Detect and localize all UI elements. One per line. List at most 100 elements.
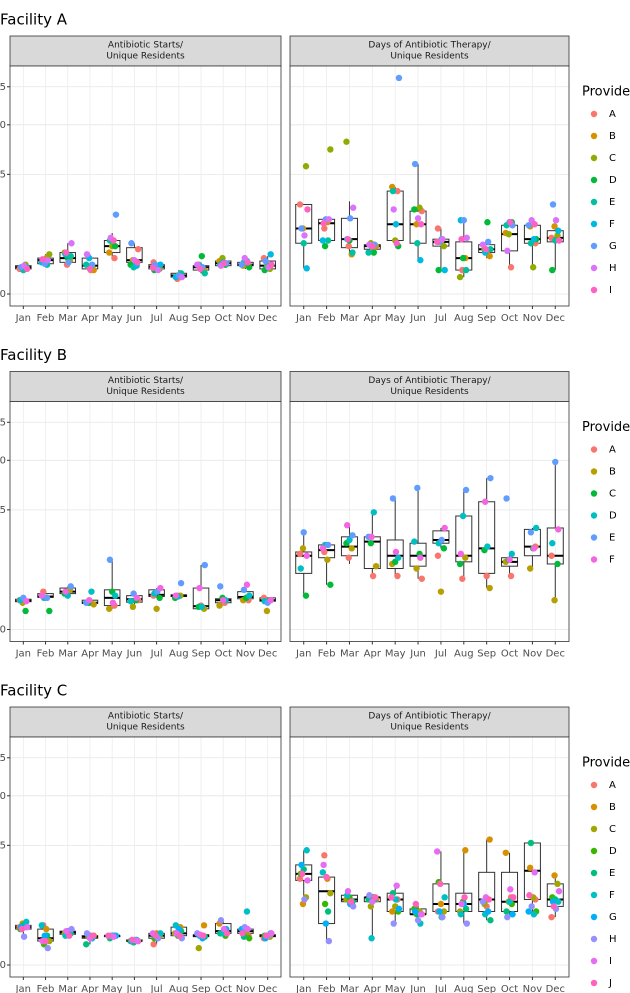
- point: [440, 545, 448, 552]
- point: [554, 232, 561, 239]
- point: [177, 579, 185, 587]
- point: [327, 581, 334, 588]
- point: [157, 584, 164, 592]
- x-tick-label: Dec: [546, 984, 565, 993]
- point: [481, 498, 489, 505]
- point: [531, 221, 538, 228]
- x-tick-label: Mar: [340, 984, 360, 993]
- point: [300, 529, 307, 536]
- x-tick-label: Jun: [126, 984, 143, 993]
- point: [344, 522, 351, 529]
- point: [388, 908, 396, 915]
- x-tick-label: Mar: [340, 313, 360, 324]
- point: [484, 908, 492, 915]
- x-tick-label: Sep: [192, 649, 211, 660]
- legend-label: D: [609, 846, 617, 857]
- point: [479, 241, 487, 248]
- point: [23, 597, 30, 605]
- strip: [9, 35, 282, 67]
- point: [200, 922, 208, 929]
- legend-key: [590, 198, 598, 206]
- x-tick-label: Jan: [295, 984, 311, 993]
- point: [303, 847, 310, 854]
- point: [268, 930, 275, 937]
- point: [46, 607, 53, 615]
- panel-border: [289, 65, 570, 307]
- point: [217, 917, 225, 924]
- point: [552, 217, 560, 224]
- strip-label: Unique Residents: [106, 52, 185, 62]
- point: [344, 235, 352, 243]
- legend-label: D: [609, 511, 617, 522]
- strip: [9, 706, 282, 738]
- x-tick-label: Dec: [258, 649, 277, 660]
- point: [176, 932, 183, 939]
- point: [508, 550, 515, 558]
- point: [134, 246, 142, 253]
- x-tick-label: Feb: [37, 649, 55, 660]
- x-tick-label: May: [102, 984, 123, 993]
- point: [457, 911, 465, 918]
- point: [433, 848, 441, 855]
- point: [505, 230, 512, 238]
- x-tick-label: Mar: [58, 984, 78, 993]
- point: [321, 900, 329, 908]
- legend-key: [590, 132, 598, 140]
- x-tick-label: Aug: [169, 313, 189, 324]
- point: [462, 847, 469, 854]
- strip-label: Days of Antibiotic Therapy/: [368, 41, 491, 51]
- point: [38, 922, 45, 929]
- point: [18, 925, 26, 933]
- point: [298, 225, 305, 232]
- box: [455, 892, 473, 912]
- point: [530, 545, 538, 552]
- panel: [290, 737, 569, 977]
- legend-label: E: [609, 533, 615, 544]
- point: [525, 908, 532, 915]
- point: [263, 607, 271, 615]
- point: [436, 908, 443, 915]
- point: [324, 908, 332, 915]
- point: [302, 592, 310, 599]
- point: [150, 941, 157, 948]
- panel: [10, 401, 281, 642]
- point: [324, 556, 331, 563]
- point: [296, 201, 304, 208]
- strip: [289, 706, 570, 738]
- point: [532, 524, 540, 532]
- point: [133, 594, 140, 602]
- x-tick-label: Mar: [340, 649, 360, 660]
- point: [526, 892, 533, 899]
- point: [388, 894, 395, 901]
- point: [368, 533, 375, 541]
- point: [549, 266, 556, 274]
- point: [434, 225, 442, 232]
- point: [196, 584, 203, 592]
- point: [507, 572, 515, 580]
- legend-key: [590, 957, 598, 965]
- legend-key: [590, 534, 598, 541]
- x-tick-label: Dec: [258, 984, 277, 993]
- x-tick-label: Oct: [215, 649, 232, 660]
- strip-label: Days of Antibiotic Therapy/: [368, 376, 491, 386]
- point: [156, 594, 163, 602]
- point: [433, 238, 441, 246]
- point: [441, 266, 448, 274]
- point: [320, 861, 327, 869]
- point: [220, 596, 227, 604]
- point: [486, 836, 493, 843]
- point: [413, 565, 420, 572]
- point: [105, 932, 112, 939]
- point: [66, 932, 73, 939]
- point: [149, 264, 157, 271]
- x-tick-label: Sep: [477, 313, 496, 324]
- legend-key: [590, 891, 598, 899]
- point: [238, 261, 245, 268]
- point: [304, 877, 311, 884]
- x-tick-label: Jun: [126, 649, 143, 660]
- legend-label: B: [609, 802, 616, 813]
- point: [485, 896, 493, 903]
- x-tick-label: Jul: [434, 649, 447, 660]
- legend-label: E: [609, 197, 615, 208]
